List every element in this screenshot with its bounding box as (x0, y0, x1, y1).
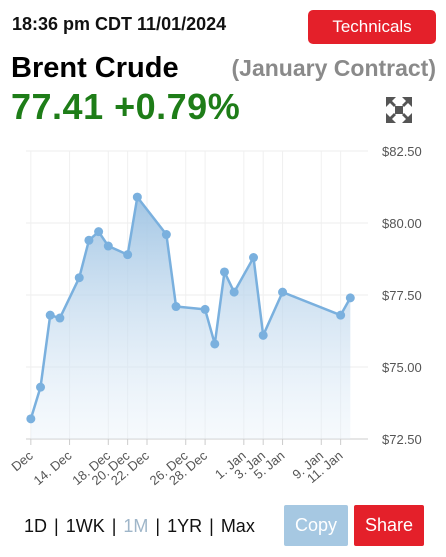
period-1d[interactable]: 1D (24, 516, 48, 536)
series-area (30, 197, 351, 439)
data-point (161, 230, 171, 240)
data-point (84, 235, 94, 245)
data-point (26, 414, 36, 424)
data-point (278, 287, 288, 297)
data-point (249, 253, 259, 263)
data-point (132, 192, 142, 202)
price-chart[interactable]: $72.50 $75.00 $77.50 $80.00 $82.50 Dec 14. Dec… (0, 136, 446, 506)
x-tick-label: 14. Dec (31, 447, 75, 488)
data-point (200, 304, 210, 314)
data-point (171, 302, 181, 312)
copy-button[interactable]: Copy (284, 505, 348, 546)
data-point (258, 330, 268, 340)
period-1wk[interactable]: 1WK (65, 516, 105, 536)
data-point (123, 250, 133, 260)
y-tick-label: $80.00 (382, 216, 422, 231)
data-point (36, 382, 46, 392)
data-point (55, 313, 65, 323)
data-point (345, 293, 355, 303)
data-point (336, 310, 346, 320)
instrument-name: Brent Crude (11, 52, 179, 84)
period-separator: | (111, 516, 117, 536)
y-tick-label: $75.00 (382, 360, 422, 375)
technicals-button[interactable]: Technicals (308, 10, 436, 44)
data-point (210, 339, 220, 349)
data-point (229, 287, 239, 297)
period-selector: 1D | 1WK | 1M | 1YR | Max (24, 516, 255, 537)
period-separator: | (155, 516, 161, 536)
y-tick-label: $82.50 (382, 144, 422, 159)
data-point (219, 267, 229, 277)
x-tick-label: Dec (8, 447, 36, 474)
price-value: 77.41 (11, 86, 104, 127)
data-point (94, 227, 104, 237)
price-line: 77.41 +0.79% (11, 86, 240, 128)
contract-label: (January Contract) (231, 55, 436, 81)
timestamp: 18:36 pm CDT 11/01/2024 (12, 14, 227, 34)
period-1yr[interactable]: 1YR (167, 516, 203, 536)
period-1m[interactable]: 1M (123, 516, 149, 536)
data-point (74, 273, 84, 283)
y-tick-label: $72.50 (382, 432, 422, 447)
price-change: +0.79% (114, 86, 241, 127)
period-separator: | (209, 516, 214, 536)
period-max[interactable]: Max (220, 516, 255, 536)
data-point (45, 310, 55, 320)
period-separator: | (54, 516, 59, 536)
data-point (103, 241, 113, 251)
share-button[interactable]: Share (354, 505, 424, 546)
expand-arrows-icon[interactable] (385, 96, 413, 124)
y-tick-label: $77.50 (382, 288, 422, 303)
